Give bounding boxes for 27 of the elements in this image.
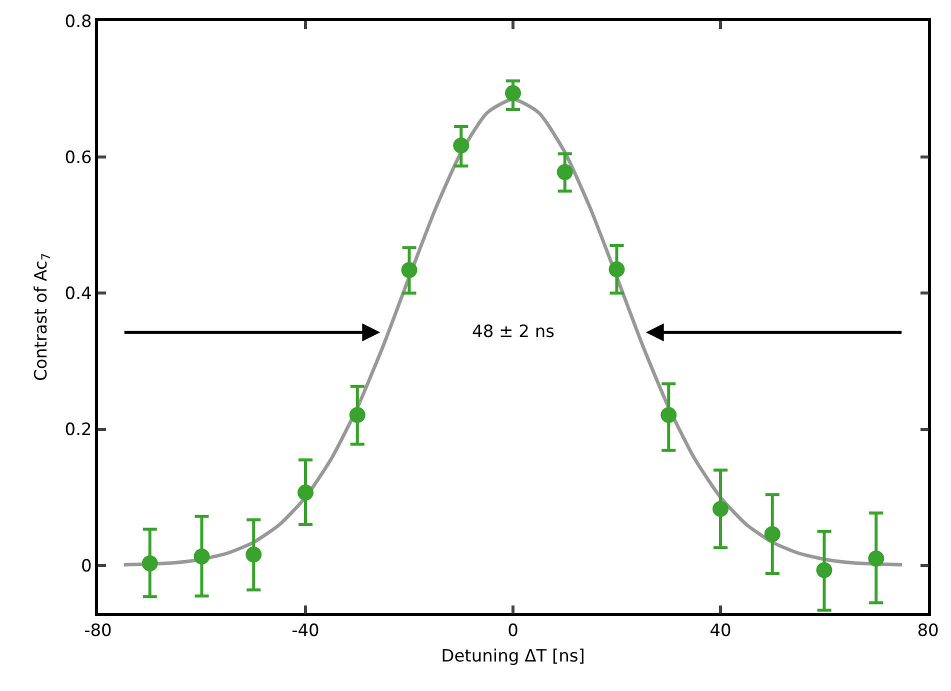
point xyxy=(401,262,418,278)
point xyxy=(246,546,262,562)
x-tick-label: 0 xyxy=(508,621,518,642)
y-tick-label: 0.8 xyxy=(64,12,92,32)
point xyxy=(349,406,366,423)
point xyxy=(868,550,884,567)
point xyxy=(608,261,625,278)
x-tick-label: 40 xyxy=(710,621,732,642)
point xyxy=(556,164,573,180)
point xyxy=(816,562,832,578)
y-tick-label: 0.2 xyxy=(64,420,92,440)
y-tick-label: 0 xyxy=(81,556,92,576)
point xyxy=(298,484,314,501)
point xyxy=(142,555,158,572)
y-tick-label: 0.4 xyxy=(64,284,92,304)
y-tick-label: 0.6 xyxy=(64,148,92,168)
point xyxy=(453,138,470,154)
x-tick-label: 80 xyxy=(917,621,939,642)
point xyxy=(660,406,677,423)
point xyxy=(712,500,728,517)
point xyxy=(505,85,521,102)
annotation: 48 ± 2 ns xyxy=(472,322,555,342)
x-axis-title: Detuning ΔT [ns] xyxy=(441,646,585,667)
point xyxy=(764,526,780,542)
x-tick-label: -80 xyxy=(84,621,112,642)
point xyxy=(194,548,210,565)
x-tick-label: -40 xyxy=(292,621,320,642)
